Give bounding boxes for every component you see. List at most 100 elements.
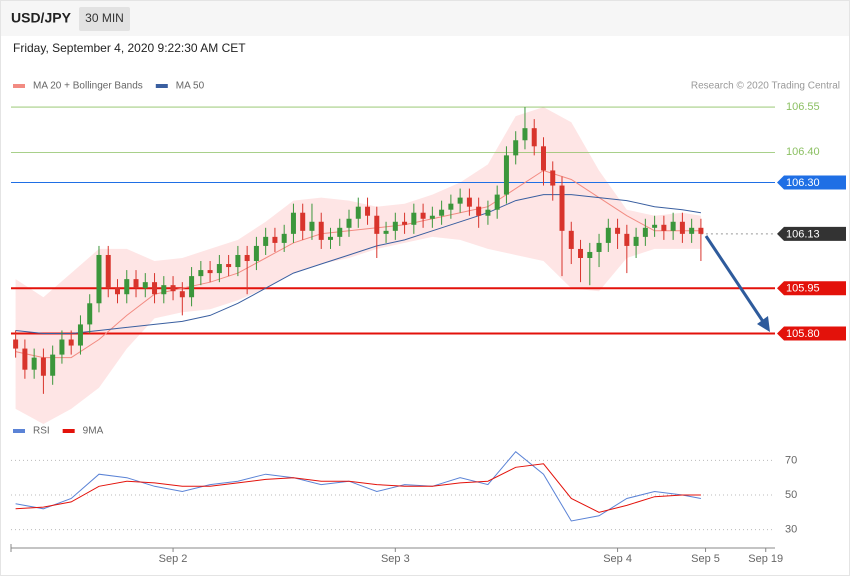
- candle-body: [689, 227, 695, 234]
- candle-body: [365, 206, 371, 216]
- level-label: 106.13: [786, 228, 820, 240]
- legend-swatch: [155, 84, 168, 88]
- moving-average: [15, 194, 701, 334]
- candle-body: [457, 197, 463, 204]
- candle-body: [383, 230, 389, 234]
- candle-body: [476, 206, 482, 216]
- candle-body: [374, 215, 380, 234]
- timeframe: 30 MIN: [85, 11, 124, 25]
- date: Friday, September 4, 2020 9:22:30 AM CET: [13, 41, 246, 55]
- candle-body: [550, 170, 556, 186]
- candle-body: [50, 354, 56, 376]
- candle-body: [652, 224, 658, 228]
- candle-body: [207, 270, 213, 274]
- candle-body: [642, 227, 648, 237]
- candle-body: [253, 245, 259, 262]
- y-tick-label: 70: [785, 454, 797, 466]
- candle-body: [142, 282, 148, 289]
- legend-label: RSI: [33, 426, 50, 437]
- candle-body: [179, 291, 185, 298]
- candle-body: [77, 324, 83, 346]
- moving-average: [15, 169, 701, 359]
- candle-body: [226, 264, 232, 268]
- legend-label: 9MA: [83, 426, 104, 437]
- candle-body: [161, 285, 167, 295]
- level-tag: [777, 226, 846, 241]
- level-label: 106.55: [786, 101, 820, 113]
- candle-body: [327, 236, 333, 240]
- candle-body: [216, 264, 222, 274]
- indicator-line: [15, 451, 701, 522]
- candle-body: [290, 212, 296, 234]
- legend-swatch: [13, 84, 25, 88]
- level-tag: [777, 281, 846, 296]
- level-label: 106.40: [786, 146, 820, 158]
- candle-body: [152, 282, 158, 295]
- y-tick-label: 50: [785, 489, 797, 501]
- credit: Research © 2020 Trading Central: [691, 81, 840, 92]
- x-tick-label: Sep 3: [381, 553, 410, 565]
- candle-body: [531, 128, 537, 147]
- candle-body: [587, 251, 593, 258]
- candle-body: [402, 221, 408, 225]
- level-tag: [777, 175, 846, 190]
- x-tick-label: Sep 2: [159, 553, 188, 565]
- legend-swatch: [13, 429, 25, 433]
- candle-body: [540, 146, 546, 171]
- level-label: 105.95: [786, 283, 820, 295]
- level-label: 105.80: [786, 328, 820, 340]
- candle-body: [679, 221, 685, 234]
- y-tick-label: 30: [785, 524, 797, 536]
- candle-body: [661, 224, 667, 231]
- x-tick-label: Sep 4: [603, 553, 632, 565]
- candle-body: [670, 221, 676, 231]
- candle-body: [624, 233, 630, 246]
- candle-body: [337, 227, 343, 237]
- x-tick-label: Sep 19: [748, 553, 783, 565]
- x-tick-label: Sep 5: [691, 553, 720, 565]
- candle-body: [40, 357, 46, 376]
- candle-body: [605, 227, 611, 243]
- candle-body: [392, 221, 398, 231]
- candle-body: [170, 285, 176, 292]
- candle-body: [411, 212, 417, 225]
- candle-body: [513, 140, 519, 156]
- legend-label: MA 50: [176, 81, 205, 92]
- candle-body: [133, 279, 139, 289]
- level-label: 106.30: [786, 177, 820, 189]
- candle-body: [485, 209, 491, 216]
- legend-swatch: [62, 429, 75, 433]
- candle-body: [355, 206, 361, 219]
- header-bar: [1, 1, 849, 36]
- candle-body: [318, 221, 324, 240]
- candle-body: [698, 227, 704, 234]
- candle-body: [300, 212, 306, 231]
- candle-body: [633, 236, 639, 246]
- bollinger-band: [15, 107, 701, 424]
- candle-body: [466, 197, 472, 207]
- candle-body: [189, 276, 195, 298]
- candle-body: [272, 236, 278, 243]
- candle-body: [578, 248, 584, 258]
- candle-body: [281, 233, 287, 243]
- forecast-arrow: [704, 235, 768, 327]
- candle-body: [346, 218, 352, 228]
- candle-body: [87, 303, 93, 325]
- candle-body: [96, 254, 102, 304]
- candle-body: [420, 212, 426, 219]
- legend-label: MA 20 + Bollinger Bands: [33, 81, 143, 92]
- plot-layer: 106.55 106.40 106.30 106.13 105.95 105.80 MA 2…: [10, 81, 846, 565]
- candle-body: [235, 254, 241, 268]
- candle-body: [244, 254, 250, 262]
- indicator-line: [15, 463, 701, 513]
- symbol: USD/JPY: [11, 10, 72, 26]
- candle-body: [105, 254, 111, 289]
- candle-body: [596, 242, 602, 252]
- candle-body: [263, 236, 269, 246]
- candle-body: [559, 185, 565, 231]
- candle-body: [59, 339, 65, 355]
- candle-body: [124, 279, 130, 295]
- timeframe-badge: [79, 7, 130, 31]
- candle-body: [568, 230, 574, 249]
